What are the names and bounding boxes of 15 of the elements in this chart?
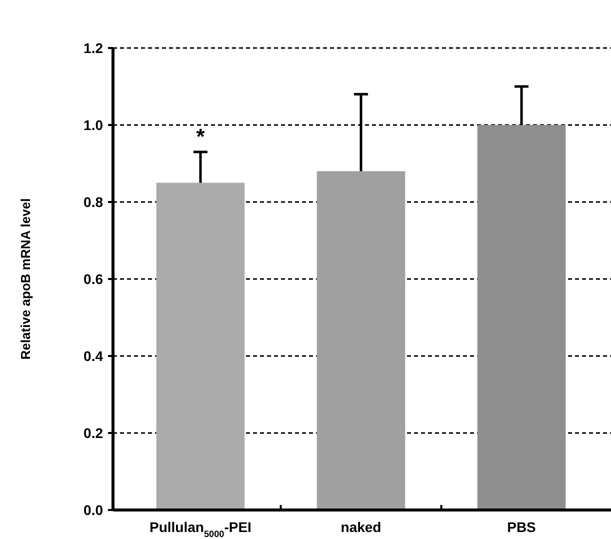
y-tick-label: 0.0 (84, 502, 104, 518)
annotation: * (196, 124, 206, 149)
y-tick-label: 0.4 (84, 348, 104, 364)
x-tick-label: naked (340, 519, 382, 535)
bar (156, 182, 245, 510)
x-tick-label: PBS (507, 519, 536, 535)
y-tick-label: 0.6 (84, 270, 104, 287)
bar (316, 171, 406, 510)
x-tick-label: Pullulan$_{5000}$-PEI (150, 519, 252, 539)
y-tick-label: 0.8 (84, 194, 104, 210)
y-tick-label: 1.0 (84, 116, 104, 133)
bar (477, 125, 566, 510)
y-tick-label: 1.2 (84, 40, 104, 56)
y-axis-title: Relative apoB mRNA level (18, 198, 33, 360)
y-tick-label: 0.2 (84, 424, 104, 441)
